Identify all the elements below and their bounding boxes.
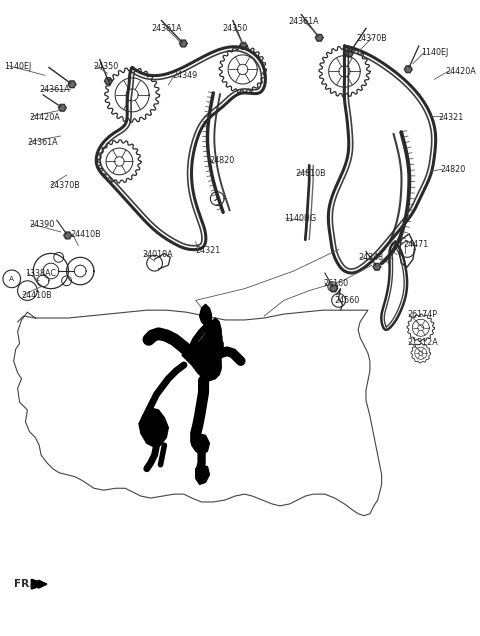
Polygon shape xyxy=(330,285,337,292)
Polygon shape xyxy=(59,104,66,111)
Polygon shape xyxy=(139,408,168,447)
Text: FR.: FR. xyxy=(14,579,33,589)
Text: 24010A: 24010A xyxy=(143,249,173,258)
Text: 1140EJ: 1140EJ xyxy=(421,48,448,57)
Text: 24361A: 24361A xyxy=(288,17,319,25)
Polygon shape xyxy=(419,351,423,356)
Text: 24321: 24321 xyxy=(196,245,221,254)
Text: 24420A: 24420A xyxy=(29,113,60,121)
Polygon shape xyxy=(240,43,247,49)
Text: 24420A: 24420A xyxy=(445,67,476,76)
Text: 24370B: 24370B xyxy=(357,34,387,43)
Text: 24810B: 24810B xyxy=(296,169,326,178)
Polygon shape xyxy=(192,434,209,455)
Polygon shape xyxy=(68,81,76,88)
Text: 24560: 24560 xyxy=(335,296,360,305)
Polygon shape xyxy=(105,78,112,85)
Polygon shape xyxy=(204,336,223,375)
Text: 24390: 24390 xyxy=(29,220,55,229)
Polygon shape xyxy=(373,263,381,270)
Text: 24348: 24348 xyxy=(358,253,383,263)
Polygon shape xyxy=(180,40,187,47)
Text: 24361A: 24361A xyxy=(151,24,181,34)
Text: 24471: 24471 xyxy=(403,240,429,249)
Text: 1140HG: 1140HG xyxy=(284,214,316,223)
Polygon shape xyxy=(404,66,412,73)
Text: 24350: 24350 xyxy=(222,24,248,34)
Text: 24350: 24350 xyxy=(93,62,118,71)
Text: 26174P: 26174P xyxy=(407,310,437,319)
Text: 24410B: 24410B xyxy=(71,230,101,239)
Text: 24321: 24321 xyxy=(438,113,464,121)
Polygon shape xyxy=(339,66,350,77)
Polygon shape xyxy=(64,232,72,239)
Text: 24349: 24349 xyxy=(172,71,197,80)
Text: 24370B: 24370B xyxy=(49,181,80,190)
Polygon shape xyxy=(345,50,353,57)
Polygon shape xyxy=(196,465,209,485)
Text: 24361A: 24361A xyxy=(27,138,58,147)
Polygon shape xyxy=(238,64,248,74)
Text: 1338AC: 1338AC xyxy=(25,269,57,278)
Text: 24410B: 24410B xyxy=(22,291,52,300)
Text: 24361A: 24361A xyxy=(39,85,70,94)
Text: 21312A: 21312A xyxy=(407,338,438,347)
Polygon shape xyxy=(31,579,47,589)
Text: A: A xyxy=(9,276,14,282)
Text: 24820: 24820 xyxy=(440,165,466,174)
Polygon shape xyxy=(315,34,323,41)
Polygon shape xyxy=(182,304,221,380)
Text: 1140EJ: 1140EJ xyxy=(4,62,31,71)
Text: A: A xyxy=(215,196,220,202)
Polygon shape xyxy=(418,325,424,331)
Text: 24820: 24820 xyxy=(209,156,235,165)
Polygon shape xyxy=(126,89,138,101)
Text: 26160: 26160 xyxy=(323,279,348,288)
Polygon shape xyxy=(115,156,124,166)
